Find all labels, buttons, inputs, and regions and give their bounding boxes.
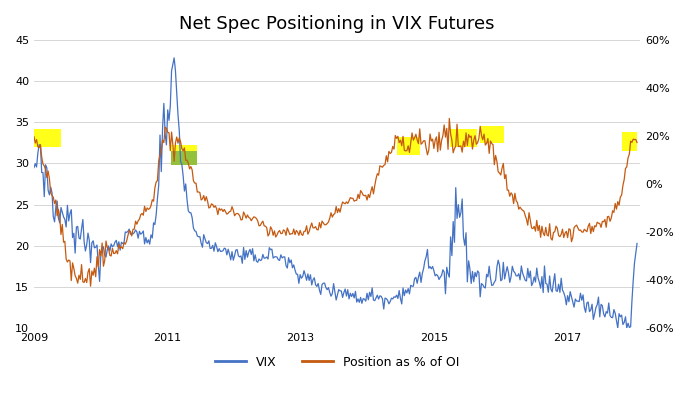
Legend: VIX, Position as % of OI: VIX, Position as % of OI bbox=[210, 351, 464, 374]
Bar bbox=[451, 129, 477, 147]
Bar bbox=[34, 129, 61, 147]
Title: Net Spec Positioning in VIX Futures: Net Spec Positioning in VIX Futures bbox=[179, 15, 495, 33]
Bar bbox=[480, 127, 504, 143]
Bar bbox=[621, 132, 637, 151]
Bar bbox=[171, 151, 197, 165]
Bar bbox=[171, 145, 197, 165]
Bar bbox=[397, 137, 420, 155]
